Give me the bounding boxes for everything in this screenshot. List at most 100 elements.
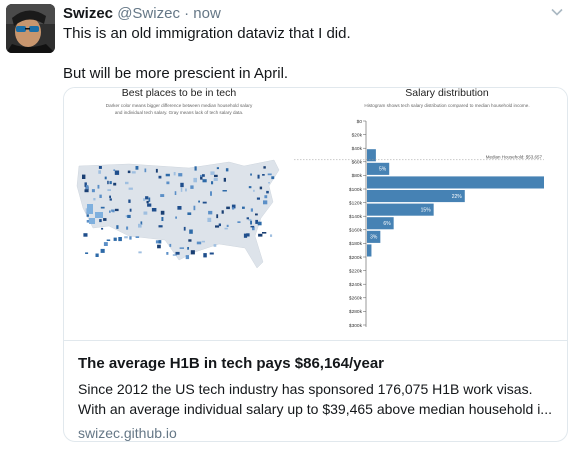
link-card[interactable]: Best places to be in tech Darker color m… (63, 87, 568, 442)
county-marker (128, 199, 131, 203)
county-marker (177, 206, 182, 210)
y-tick-label: $0 (357, 119, 363, 125)
county-marker (270, 234, 273, 237)
hist-title: Salary distribution (405, 88, 489, 99)
county-marker (143, 198, 146, 201)
histogram-bar (367, 190, 465, 203)
county-marker (113, 169, 116, 171)
county-marker (255, 213, 258, 216)
county-marker (104, 176, 107, 180)
county-marker (89, 218, 95, 224)
county-marker (145, 196, 149, 200)
histogram-bar (367, 149, 376, 162)
county-marker (109, 195, 111, 199)
county-marker (125, 181, 129, 185)
county-marker (148, 197, 151, 202)
county-marker (202, 174, 205, 177)
county-marker (255, 219, 258, 224)
author-name[interactable]: Swizec (63, 5, 114, 22)
histogram-bar (367, 230, 381, 243)
county-marker (98, 170, 101, 174)
county-marker (248, 186, 252, 189)
bar-value-label: 6% (383, 221, 391, 227)
county-markers (82, 166, 275, 260)
county-marker (193, 205, 196, 211)
county-marker (129, 236, 132, 240)
county-marker (87, 204, 93, 214)
tweet-text-line-1: This is an old immigration dataviz that … (63, 25, 351, 42)
county-marker (175, 251, 180, 255)
county-marker (252, 226, 255, 231)
hist-subtitle: Histogram shows tech salary distribution… (364, 103, 530, 108)
county-marker (160, 194, 165, 197)
county-marker (250, 208, 253, 212)
y-tick-label: $140k (349, 214, 363, 220)
county-marker (166, 252, 169, 255)
avatar[interactable] (6, 4, 55, 53)
county-marker (135, 236, 140, 238)
us-map (76, 159, 280, 269)
county-marker (138, 223, 142, 228)
histogram-bar (367, 162, 390, 175)
county-marker (207, 217, 212, 222)
county-marker (185, 188, 187, 192)
county-marker (165, 173, 170, 177)
county-marker (214, 174, 218, 178)
county-marker (262, 232, 267, 234)
county-marker (190, 185, 194, 189)
county-marker (160, 210, 165, 215)
chevron-down-icon[interactable] (550, 5, 564, 19)
card-body: The average H1B in tech pays $86,164/yea… (64, 342, 567, 441)
bar-value-label: 22% (452, 194, 463, 200)
y-tick-label: $40k (352, 146, 363, 152)
county-marker (84, 189, 89, 193)
county-marker (158, 225, 163, 228)
county-marker (138, 251, 142, 254)
county-marker (144, 168, 147, 173)
county-marker (84, 182, 87, 187)
y-tick-label: $100k (349, 187, 363, 193)
bar-value-label: 3% (370, 235, 378, 241)
author-handle[interactable]: @Swizec (117, 5, 180, 22)
county-marker (97, 184, 100, 189)
county-marker (194, 166, 197, 171)
y-tick-label: $280k (349, 309, 363, 315)
county-marker (98, 166, 102, 169)
county-marker (263, 200, 268, 205)
county-marker (189, 229, 193, 234)
county-marker (109, 210, 111, 213)
county-marker (268, 182, 270, 184)
county-marker (100, 206, 105, 209)
bar-value-label: 5% (379, 167, 387, 173)
county-marker (210, 171, 215, 175)
county-marker (226, 224, 229, 227)
county-marker (215, 225, 220, 228)
county-marker (118, 237, 122, 242)
county-marker (83, 233, 88, 237)
county-marker (250, 220, 252, 225)
county-marker (95, 253, 99, 257)
county-marker (243, 233, 248, 238)
county-marker (103, 218, 107, 221)
county-marker (225, 168, 229, 172)
county-marker (107, 180, 109, 185)
county-marker (82, 174, 86, 179)
county-marker (266, 190, 269, 194)
county-marker (100, 248, 105, 253)
county-marker (216, 214, 219, 219)
county-marker (190, 250, 195, 255)
timestamp[interactable]: now (193, 5, 221, 22)
county-marker (180, 187, 183, 192)
card-domain[interactable]: swizec.github.io (78, 425, 177, 441)
card-title: The average H1B in tech pays $86,164/yea… (78, 355, 385, 372)
county-marker (127, 170, 131, 174)
y-tick-label: $20k (352, 132, 363, 138)
county-marker (263, 166, 266, 169)
card-image: Best places to be in tech Darker color m… (64, 88, 567, 341)
county-marker (253, 189, 255, 192)
county-marker (109, 181, 112, 185)
county-marker (129, 208, 132, 212)
county-marker (183, 226, 186, 231)
county-marker (127, 214, 131, 218)
county-marker (198, 200, 200, 203)
